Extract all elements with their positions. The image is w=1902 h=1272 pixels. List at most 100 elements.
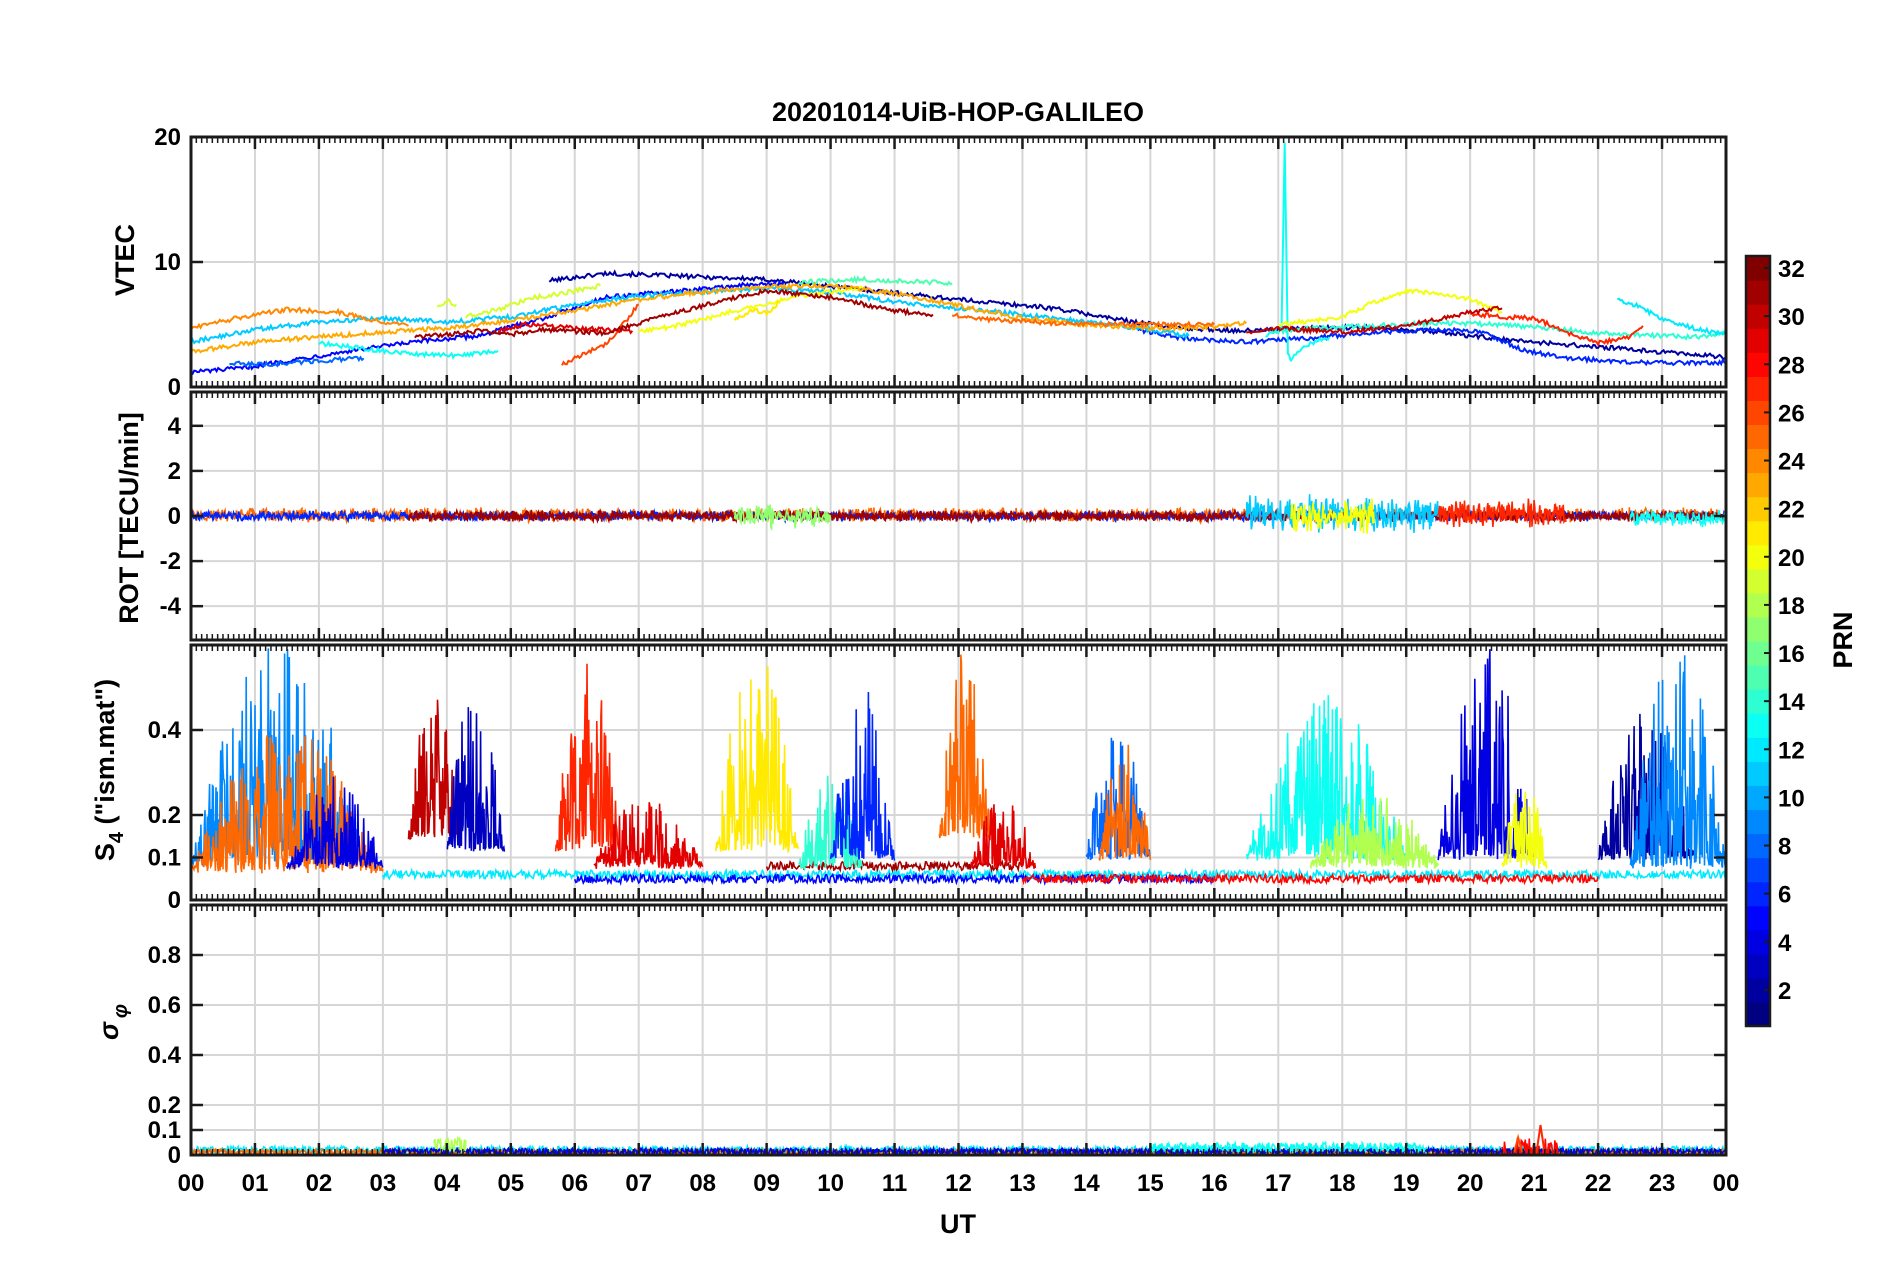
x-tick-label: 03 — [370, 1170, 397, 1197]
vtec-series-line — [638, 285, 864, 334]
x-tick-label: 16 — [1201, 1170, 1228, 1197]
x-tick-label: 05 — [497, 1170, 524, 1197]
x-tick-label: 04 — [433, 1170, 460, 1197]
colorbar-segment — [1746, 809, 1770, 835]
sigma-phi-panel: 00.10.2 0.4 0.6 0.8 00 01 02 03 04 05 06 07 08 09 10 11… — [148, 903, 1740, 1197]
vtec-series-line — [1271, 318, 1726, 341]
x-tick-label: 01 — [242, 1170, 269, 1197]
x-tick-label: 00 — [1713, 1170, 1740, 1197]
s4-burst-line — [1437, 649, 1535, 861]
colorbar-tick-label: 30 — [1778, 304, 1805, 331]
colorbar-segment — [1746, 761, 1770, 786]
sigma-phi-ylabel-main: σ — [94, 1021, 124, 1040]
vtec-series-line — [414, 288, 934, 340]
x-tick-label: 20 — [1457, 1170, 1484, 1197]
colorbar-tick-label: 22 — [1778, 497, 1805, 524]
s4-floor-line — [1021, 872, 1599, 887]
colorbar-tick-label: 14 — [1778, 689, 1805, 716]
x-tick-label: 18 — [1329, 1170, 1356, 1197]
x-tick-label: 06 — [561, 1170, 588, 1197]
x-tick-label: 02 — [306, 1170, 333, 1197]
colorbar-segment — [1746, 520, 1770, 546]
rot-ylabel: ROT [TECU/min] — [114, 412, 144, 623]
y-tick-label: 20 — [154, 124, 181, 151]
colorbar-tick-label: 6 — [1778, 882, 1791, 909]
colorbar-frame — [1744, 254, 1772, 1028]
s4-burst-line — [1501, 791, 1548, 869]
colorbar-segment — [1746, 472, 1770, 498]
colorbar-tick-label: 8 — [1778, 834, 1791, 861]
colorbar-tick-label: 16 — [1778, 641, 1805, 668]
x-tick-label: 19 — [1393, 1170, 1420, 1197]
vtec-series-line — [436, 297, 458, 308]
s4-series-group — [191, 648, 1726, 887]
y-tick-label: 0 — [168, 1142, 181, 1169]
x-tick-label: 12 — [945, 1170, 972, 1197]
rot-series-line — [1437, 498, 1567, 528]
y-tick-label: 0 — [168, 374, 181, 401]
s4-burst-line — [554, 663, 621, 852]
y-tick-label: 0.1 — [148, 1117, 181, 1144]
vtec-series-line — [1469, 312, 1644, 347]
colorbar-tick-label: 18 — [1778, 593, 1805, 620]
sigma-phi-ylabel: σφ — [94, 1004, 132, 1040]
y-tick-label: 0.2 — [148, 802, 181, 829]
s4-burst-line — [446, 707, 506, 852]
vtec-series-line — [191, 279, 787, 375]
y-tick-label: 0.6 — [148, 992, 181, 1019]
vtec-series-line — [1246, 305, 1503, 336]
s4-burst-line — [829, 691, 896, 861]
vtec-series-line — [1136, 325, 1726, 367]
vtec-series-line — [561, 303, 639, 366]
s4-panel: 0 0.1 0.2 0.4 — [148, 643, 1728, 914]
x-tick-label: 13 — [1009, 1170, 1036, 1197]
x-tick-label: 00 — [178, 1170, 205, 1197]
y-tick-label: 0 — [168, 887, 181, 914]
vtec-series-line — [951, 312, 1215, 329]
colorbar-segment — [1746, 953, 1770, 979]
colorbar-segment — [1746, 424, 1770, 450]
vtec-series-line — [229, 355, 365, 369]
s4-burst-line — [1098, 744, 1152, 861]
s4-burst-line — [1309, 797, 1439, 871]
s4-ylabel-rest: ("ism.mat") — [90, 679, 120, 832]
rot-panel: -4 -2 0 2 4 — [160, 390, 1728, 642]
y-tick-label: 0.8 — [148, 942, 181, 969]
colorbar-segment — [1746, 857, 1770, 883]
vtec-series-line — [548, 269, 1726, 360]
x-tick-label: 07 — [625, 1170, 652, 1197]
s4-burst-line — [286, 776, 384, 871]
vtec-series-group — [191, 142, 1726, 375]
colorbar-tick-label: 4 — [1778, 930, 1792, 957]
rot-series-line — [1629, 508, 1726, 528]
colorbar-segment — [1746, 713, 1770, 738]
colorbar-tick-label: 32 — [1778, 256, 1805, 283]
colorbar-segment — [1746, 616, 1770, 642]
vtec-series-line — [465, 282, 602, 319]
colorbar-segment — [1746, 1001, 1770, 1027]
colorbar-tick-label: 10 — [1778, 785, 1805, 812]
rot-series-group — [191, 494, 1726, 534]
y-tick-label: 4 — [168, 413, 182, 440]
y-tick-label: -2 — [160, 548, 181, 575]
s4-burst-line — [191, 734, 384, 874]
y-tick-label: 2 — [168, 458, 181, 485]
y-tick-label: 10 — [154, 249, 181, 276]
x-tick-label: 23 — [1649, 1170, 1676, 1197]
s4-burst-line — [938, 654, 992, 839]
vtec-series-line — [191, 281, 1248, 354]
vtec-panel: 0 10 20 — [154, 124, 1728, 401]
y-tick-label: 0 — [168, 503, 181, 530]
s4-burst-line — [1629, 655, 1726, 869]
colorbar-segment — [1746, 328, 1770, 353]
colorbar-tick-label: 2 — [1778, 978, 1791, 1005]
rot-series-line — [1290, 498, 1375, 534]
x-tick-label: 17 — [1265, 1170, 1292, 1197]
chart-title: 20201014-UiB-HOP-GALILEO — [772, 97, 1144, 127]
vtec-series-line — [191, 306, 409, 330]
s4-burst-line — [970, 804, 1037, 869]
s4-ylabel: S4 ("ism.mat") — [90, 679, 128, 861]
vtec-series-line — [318, 340, 499, 360]
vtec-series-line — [497, 320, 634, 335]
